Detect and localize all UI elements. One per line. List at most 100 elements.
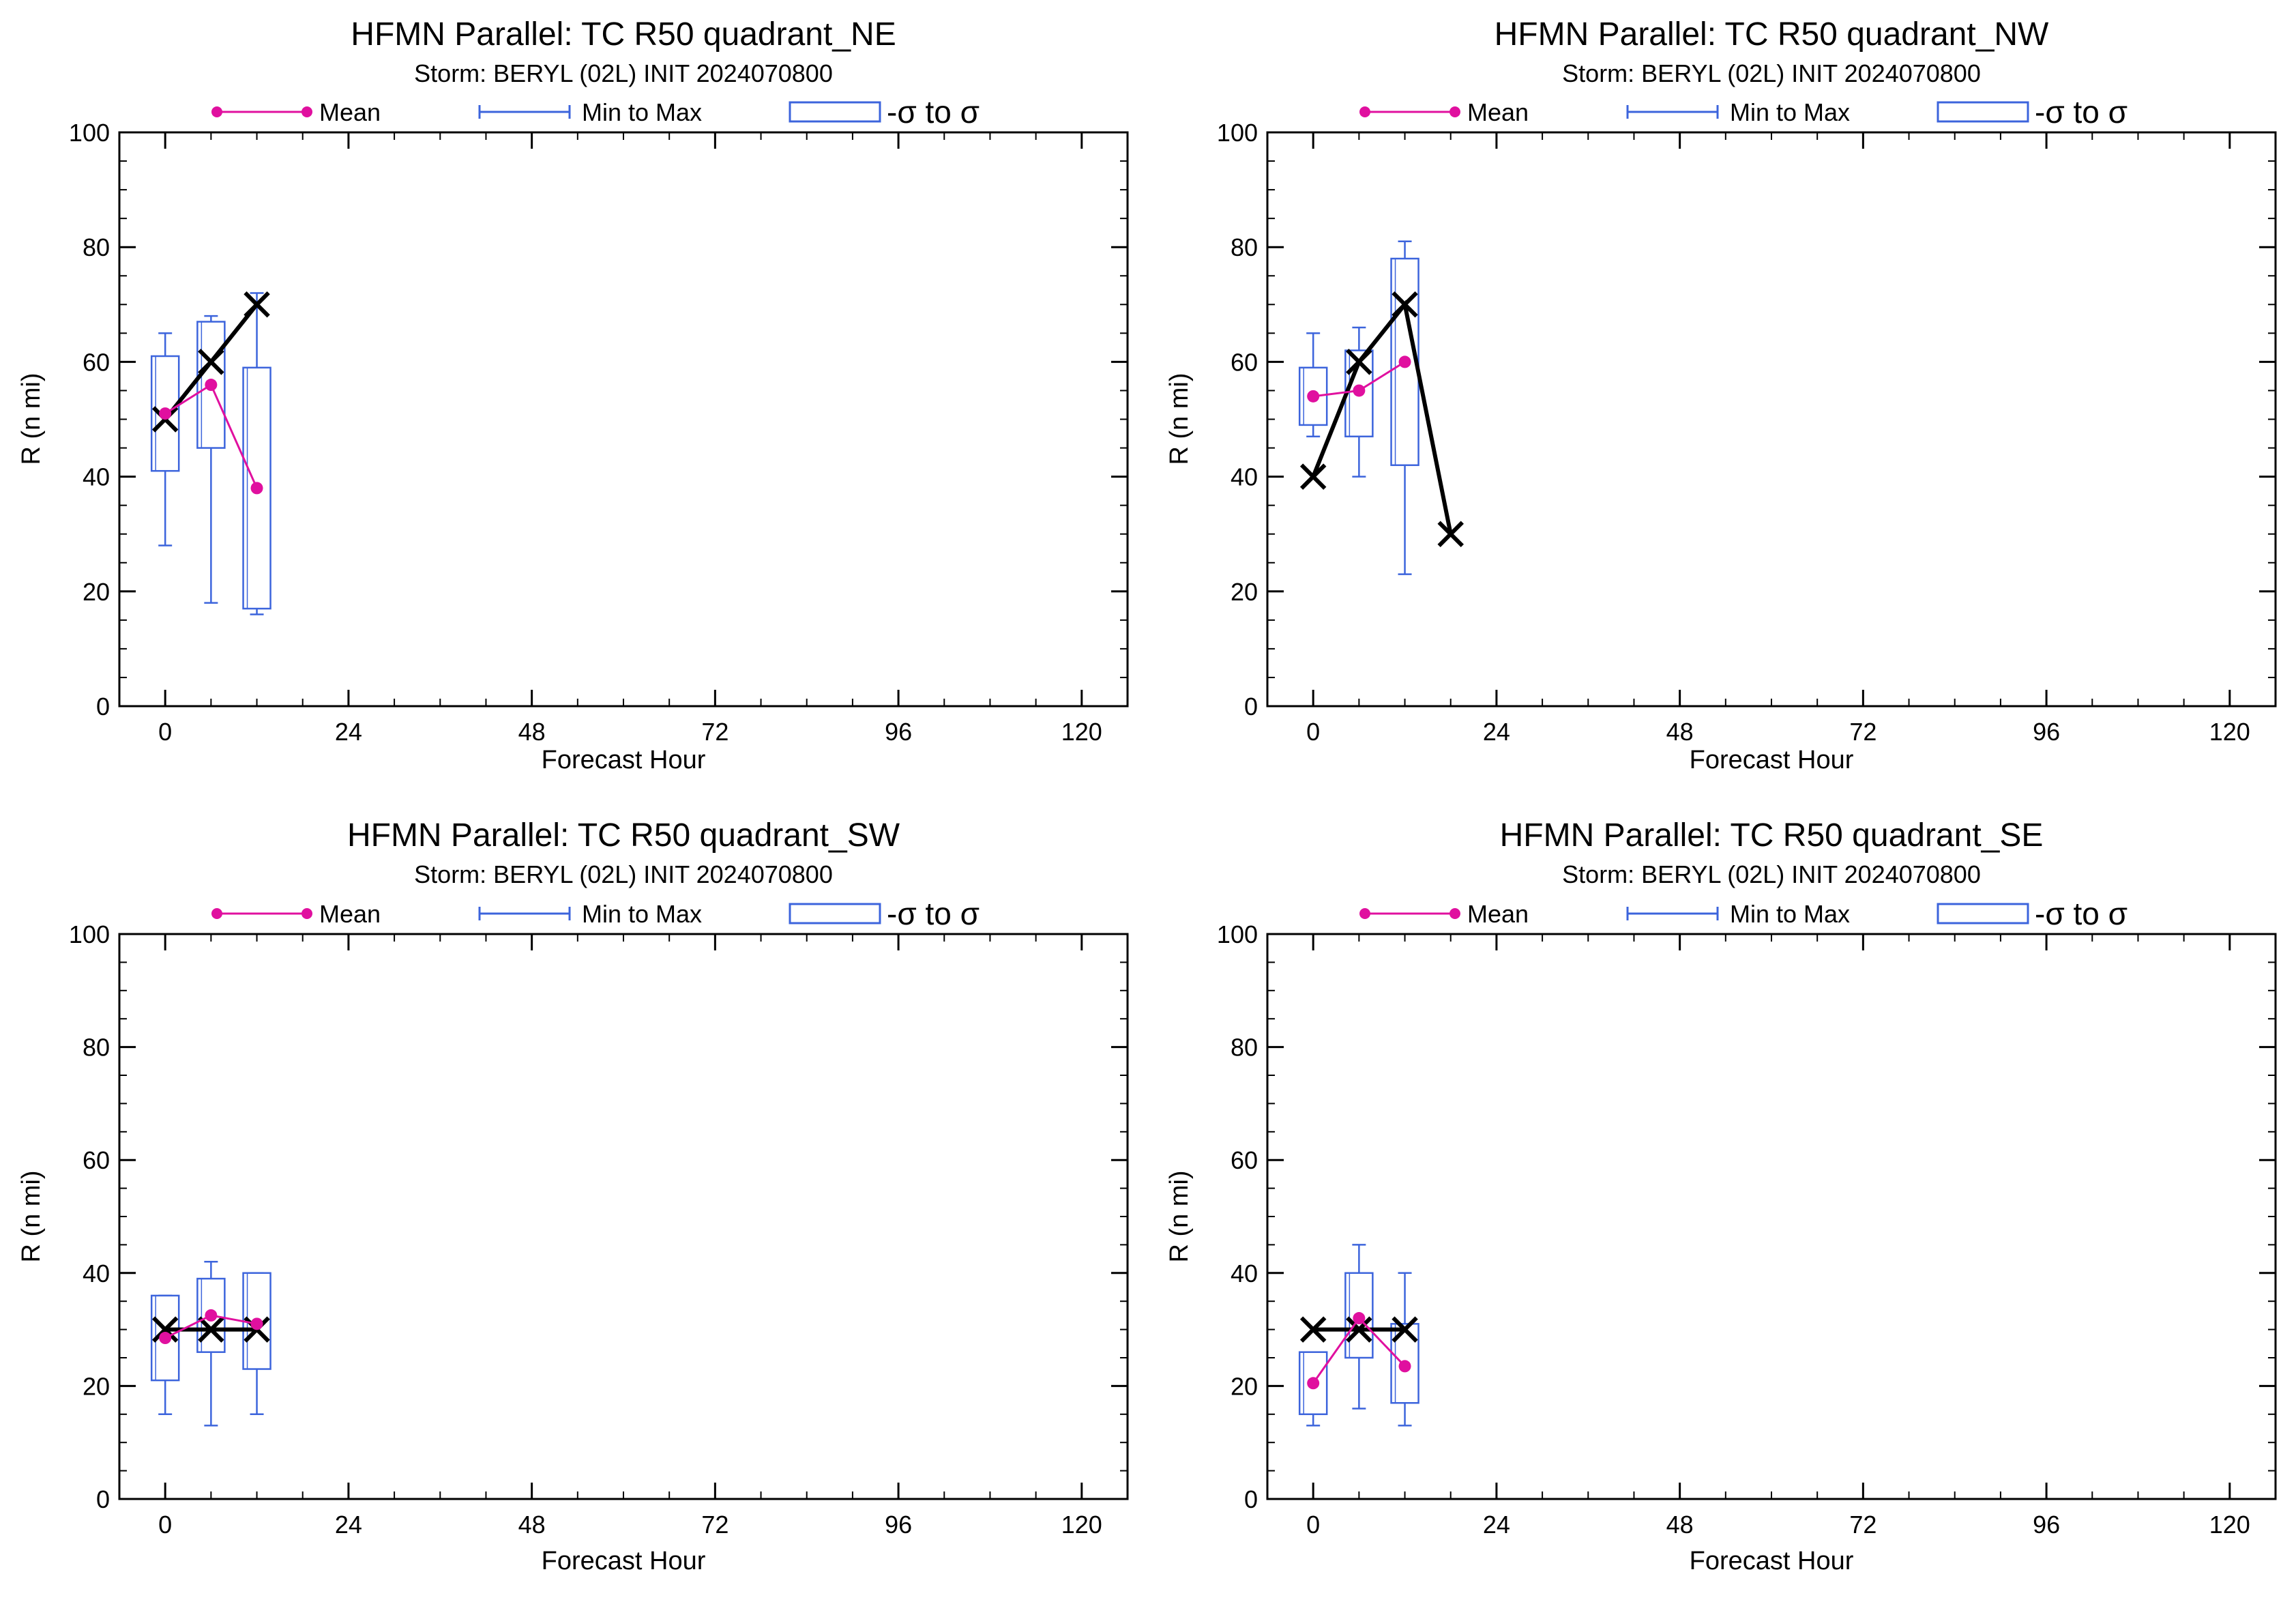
mean-marker — [205, 1309, 218, 1322]
legend-mean-label: Mean — [319, 98, 381, 126]
x-axis-label: Forecast Hour — [542, 1547, 706, 1575]
plot-frame — [118, 933, 1129, 1500]
mean-marker — [159, 1332, 172, 1345]
panel-subtitle: Storm: BERYL (02L) INIT 2024070800 — [414, 59, 833, 87]
x-tick-label: 120 — [1061, 718, 1102, 746]
x-tick-label: 0 — [1306, 1511, 1320, 1539]
legend-mean-marker-end — [301, 106, 312, 117]
observed-marker-b — [1346, 349, 1372, 375]
y-tick-label: 0 — [1244, 693, 1258, 720]
legend-sigma-label: -σ to σ — [887, 94, 980, 130]
legend-sigma-box — [789, 101, 881, 123]
y-tick-label: 20 — [1231, 1372, 1258, 1400]
plot-frame — [1266, 933, 2277, 1500]
y-tick-label: 80 — [83, 233, 110, 261]
panel-title: HFMN Parallel: TC R50 quadrant_NW — [1495, 16, 2049, 53]
legend-mean-marker-start — [211, 106, 222, 117]
legend-mean-marker-end — [1449, 908, 1460, 919]
y-axis-label: R (n mi) — [17, 373, 46, 465]
legend-minmax-label: Min to Max — [582, 98, 702, 126]
x-tick-label: 120 — [2209, 718, 2250, 746]
y-tick-label: 60 — [1231, 1146, 1258, 1174]
x-axis-label: Forecast Hour — [1690, 746, 1854, 774]
x-tick-label: 120 — [1061, 1511, 1102, 1539]
x-tick-label: 0 — [158, 1511, 172, 1539]
y-axis-label: R (n mi) — [1165, 1170, 1194, 1262]
legend-minmax-label: Min to Max — [1730, 900, 1850, 928]
x-tick-label: 72 — [701, 718, 728, 746]
y-tick-label: 100 — [1217, 119, 1258, 147]
mean-marker — [1307, 390, 1320, 403]
legend-mean-marker-start — [211, 908, 222, 919]
y-tick-label: 0 — [1244, 1485, 1258, 1513]
mean-marker — [205, 379, 218, 392]
legend-minmax-label: Min to Max — [1730, 98, 1850, 126]
y-axis-label: R (n mi) — [1165, 373, 1194, 465]
legend-sigma-label: -σ to σ — [2035, 94, 2128, 130]
x-axis-label: Forecast Hour — [1690, 1547, 1854, 1575]
legend-mean-label: Mean — [1467, 98, 1529, 126]
panel-ne: HFMN Parallel: TC R50 quadrant_NE Storm:… — [17, 16, 1129, 774]
y-tick-label: 100 — [69, 119, 110, 147]
y-tick-label: 20 — [83, 578, 110, 606]
y-tick-label: 60 — [83, 348, 110, 376]
observed-marker-b — [1346, 1316, 1372, 1343]
x-tick-label: 24 — [335, 718, 362, 746]
panel-subtitle: Storm: BERYL (02L) INIT 2024070800 — [1562, 59, 1981, 87]
x-tick-label: 0 — [1306, 718, 1320, 746]
panel-sw: HFMN Parallel: TC R50 quadrant_SW Storm:… — [17, 817, 1129, 1575]
y-tick-label: 100 — [1217, 920, 1258, 948]
y-tick-label: 40 — [83, 463, 110, 491]
y-tick-label: 100 — [69, 920, 110, 948]
panel-subtitle: Storm: BERYL (02L) INIT 2024070800 — [414, 860, 833, 888]
mean-marker — [250, 482, 263, 495]
legend-sigma-label: -σ to σ — [2035, 896, 2128, 931]
observed-marker-b — [1392, 291, 1418, 318]
x-tick-label: 48 — [518, 1511, 546, 1539]
observed-marker-b — [1437, 521, 1464, 547]
panel-se: HFMN Parallel: TC R50 quadrant_SE Storm:… — [1165, 817, 2277, 1575]
panel-title: HFMN Parallel: TC R50 quadrant_NE — [351, 16, 896, 53]
y-tick-label: 80 — [1231, 1034, 1258, 1062]
x-tick-label: 48 — [1666, 718, 1694, 746]
x-tick-label: 96 — [885, 718, 912, 746]
legend-mean-marker-start — [1359, 908, 1370, 919]
x-tick-label: 72 — [1849, 1511, 1876, 1539]
mean-marker — [1398, 355, 1411, 368]
mean-marker — [1353, 1312, 1366, 1325]
legend-minmax-label: Min to Max — [582, 900, 702, 928]
panel-title: HFMN Parallel: TC R50 quadrant_SW — [347, 817, 900, 854]
legend-sigma-label: -σ to σ — [887, 896, 980, 931]
mean-marker — [1398, 1360, 1411, 1373]
observed-marker-b — [1299, 463, 1327, 490]
y-tick-label: 0 — [96, 1485, 110, 1513]
mean-marker — [250, 1317, 263, 1330]
legend-mean-marker-end — [1449, 106, 1460, 117]
legend: Mean Min to Max -σ to σ — [1359, 896, 2128, 931]
legend-mean-marker-end — [301, 908, 312, 919]
legend-mean-label: Mean — [1467, 900, 1529, 928]
x-tick-label: 0 — [158, 718, 172, 746]
legend: Mean Min to Max -σ to σ — [211, 94, 980, 130]
x-axis-label: Forecast Hour — [542, 746, 706, 774]
x-tick-label: 96 — [2033, 718, 2060, 746]
y-axis-label: R (n mi) — [17, 1170, 46, 1262]
x-tick-label: 24 — [1483, 1511, 1510, 1539]
mean-marker — [1353, 384, 1366, 397]
x-tick-label: 48 — [518, 718, 546, 746]
observed-marker-b — [151, 1316, 179, 1343]
legend-sigma-box — [1937, 903, 2029, 924]
legend-mean-label: Mean — [319, 900, 381, 928]
y-tick-label: 40 — [1231, 1259, 1258, 1287]
panel-nw: HFMN Parallel: TC R50 quadrant_NW Storm:… — [1165, 16, 2277, 774]
y-tick-label: 20 — [83, 1372, 110, 1400]
legend-sigma-box — [789, 903, 881, 924]
y-tick-label: 60 — [1231, 348, 1258, 376]
x-tick-label: 72 — [701, 1511, 728, 1539]
observed-marker-b — [198, 1316, 224, 1343]
observed-marker-b — [1299, 1316, 1327, 1343]
y-tick-label: 40 — [83, 1259, 110, 1287]
legend-sigma-box — [1937, 101, 2029, 123]
x-tick-label: 24 — [335, 1511, 362, 1539]
